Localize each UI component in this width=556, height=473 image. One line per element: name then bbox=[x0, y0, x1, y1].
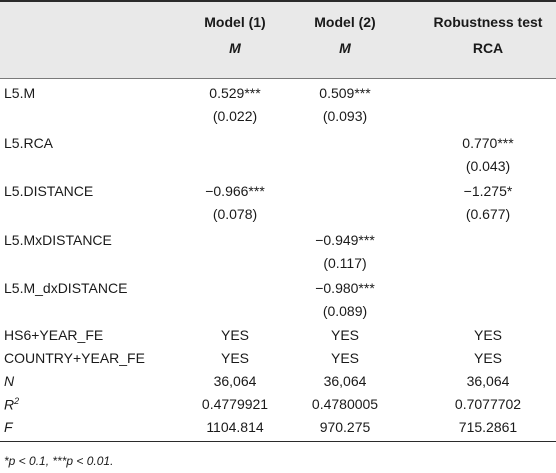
coef-cell: −0.966*** bbox=[205, 183, 265, 199]
value-cell: 715.2861 bbox=[458, 419, 518, 435]
value-cell: YES bbox=[330, 327, 359, 343]
value-cell: YES bbox=[330, 350, 359, 366]
value-cell: 0.4780005 bbox=[311, 396, 379, 412]
header-robustness: Robustness test bbox=[433, 14, 543, 30]
se-cell: (0.043) bbox=[465, 158, 511, 174]
table-header-band bbox=[0, 2, 556, 78]
coef-cell: 0.509*** bbox=[319, 85, 371, 101]
header-model2: Model (2) bbox=[314, 14, 376, 30]
header-model2-dependent: M bbox=[339, 40, 351, 56]
table-top-rule bbox=[0, 0, 556, 2]
row-label: L5.RCA bbox=[4, 135, 54, 151]
se-cell: (0.078) bbox=[212, 206, 258, 222]
row-label: L5.M bbox=[4, 85, 36, 101]
header-model1: Model (1) bbox=[204, 14, 266, 30]
coef-cell: −0.980*** bbox=[315, 280, 375, 296]
row-label: L5.M_dxDISTANCE bbox=[4, 280, 128, 296]
value-cell: YES bbox=[220, 350, 249, 366]
se-cell: (0.677) bbox=[465, 206, 511, 222]
coef-cell: 0.770*** bbox=[462, 135, 514, 151]
value-cell: 1104.814 bbox=[206, 419, 264, 435]
row-label: N bbox=[4, 373, 15, 389]
se-cell: (0.117) bbox=[323, 255, 367, 271]
value-cell: YES bbox=[473, 327, 502, 343]
row-label: R2 bbox=[4, 396, 19, 413]
row-label: L5.MxDISTANCE bbox=[4, 232, 112, 248]
header-model1-dependent: M bbox=[229, 40, 241, 56]
row-label: L5.DISTANCE bbox=[4, 183, 94, 199]
value-cell: YES bbox=[220, 327, 249, 343]
value-cell: 36,064 bbox=[323, 373, 367, 389]
value-cell: 36,064 bbox=[213, 373, 257, 389]
significance-note: *p < 0.1, ***p < 0.01. bbox=[4, 454, 114, 468]
row-label: F bbox=[4, 419, 13, 435]
se-cell: (0.089) bbox=[322, 303, 368, 319]
value-cell: YES bbox=[473, 350, 502, 366]
row-label: COUNTRY+YEAR_FE bbox=[4, 350, 145, 366]
se-cell: (0.093) bbox=[322, 108, 368, 124]
coef-cell: 0.529*** bbox=[209, 85, 261, 101]
value-cell: 0.7077702 bbox=[454, 396, 522, 412]
row-label-superscript: 2 bbox=[14, 396, 20, 406]
table-header-rule bbox=[0, 78, 556, 79]
header-robustness-dependent: RCA bbox=[472, 40, 504, 56]
coef-cell: −0.949*** bbox=[315, 232, 375, 248]
row-label-base: R bbox=[4, 396, 15, 413]
row-label: HS6+YEAR_FE bbox=[4, 327, 104, 343]
value-cell: 970.275 bbox=[319, 419, 371, 435]
value-cell: 0.4779921 bbox=[201, 396, 269, 412]
value-cell: 36,064 bbox=[466, 373, 510, 389]
coef-cell: −1.275* bbox=[463, 183, 513, 199]
table-bottom-rule bbox=[0, 441, 556, 442]
se-cell: (0.022) bbox=[212, 108, 258, 124]
